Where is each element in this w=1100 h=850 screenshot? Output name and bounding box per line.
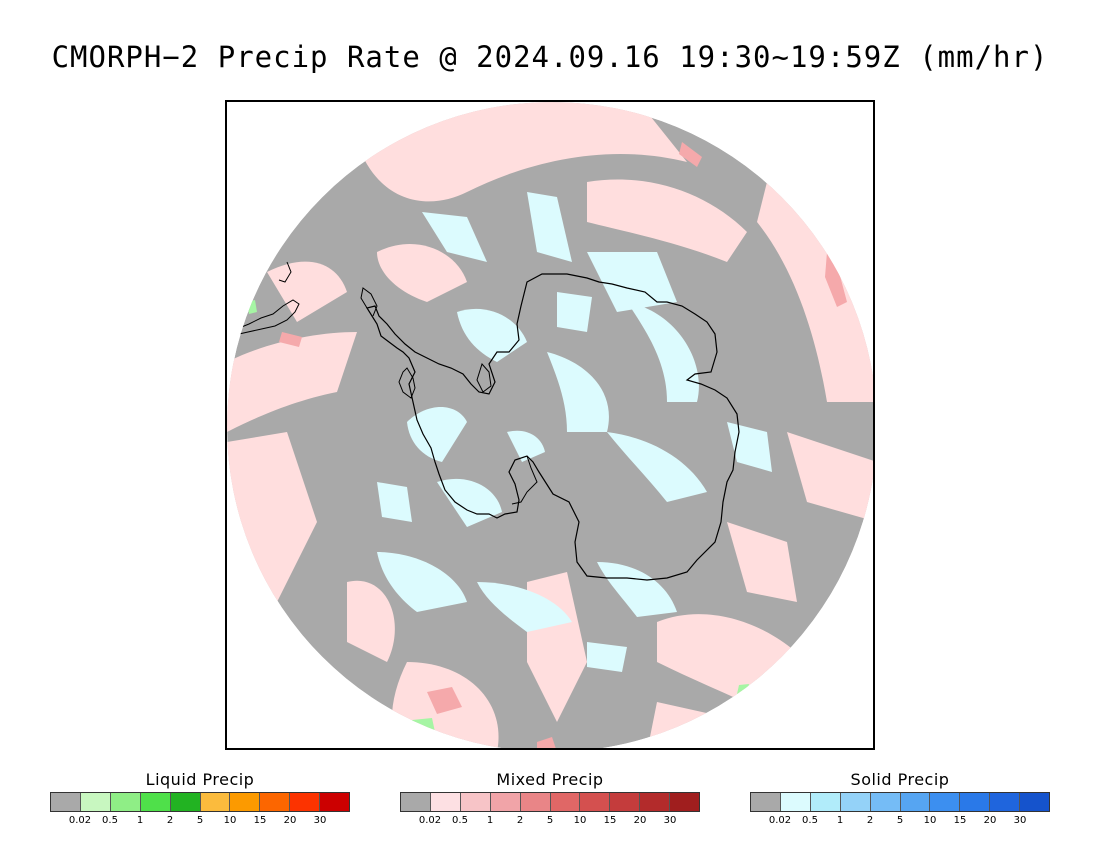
solid-legend-title: Solid Precip xyxy=(850,770,950,789)
chart-title: CMORPH−2 Precip Rate @ 2024.09.16 19:30~… xyxy=(51,40,1049,74)
legend-tick-label: 0.02 xyxy=(418,815,442,826)
solid-precip-areas xyxy=(377,192,772,672)
legend-tick-label: 30 xyxy=(1013,815,1027,826)
mixed-color-bar xyxy=(400,792,700,812)
legend-swatch xyxy=(840,793,871,811)
legend-tick-label: 10 xyxy=(223,815,237,826)
mixed-precip-legend: Mixed Precip 0.02 0.5 1 2 5 10 15 20 30 xyxy=(400,770,700,828)
legend-tick-label: 0.02 xyxy=(768,815,792,826)
legend-swatch xyxy=(200,793,231,811)
legend-swatch xyxy=(930,793,961,811)
legend-tick-label: 15 xyxy=(953,815,967,826)
legend-tick-label: 1 xyxy=(836,815,844,826)
solid-tick-labels: 0.02 0.5 1 2 5 10 15 20 30 xyxy=(750,812,1050,828)
legend-swatch xyxy=(520,793,551,811)
liquid-color-bar xyxy=(50,792,350,812)
legend-tick-label: 30 xyxy=(663,815,677,826)
legend-tick-label: 0.5 xyxy=(102,815,118,826)
legend-swatch xyxy=(810,793,841,811)
legend-swatch xyxy=(900,793,931,811)
liquid-precip-legend: Liquid Precip 0.02 0.5 1 2 5 10 15 20 30 xyxy=(50,770,350,828)
legend-tick-label: 20 xyxy=(983,815,997,826)
legend-tick-label: 2 xyxy=(166,815,174,826)
legend-tick-label: 0.5 xyxy=(802,815,818,826)
legend-tick-label: 1 xyxy=(486,815,494,826)
legend-swatch xyxy=(51,793,81,811)
legend-tick-label: 10 xyxy=(923,815,937,826)
legend-swatch xyxy=(670,793,700,811)
legend-swatch xyxy=(960,793,991,811)
legend-tick-label: 5 xyxy=(896,815,904,826)
legend-tick-label: 0.5 xyxy=(452,815,468,826)
mixed-tick-labels: 0.02 0.5 1 2 5 10 15 20 30 xyxy=(400,812,700,828)
legend-swatch xyxy=(290,793,321,811)
map-panel xyxy=(225,100,875,750)
legend-swatch xyxy=(170,793,201,811)
legend-swatch xyxy=(401,793,431,811)
legend-swatch xyxy=(230,793,261,811)
legend-tick-label: 1 xyxy=(136,815,144,826)
liquid-legend-title: Liquid Precip xyxy=(145,770,255,789)
legend-swatch xyxy=(1020,793,1050,811)
legend-swatch xyxy=(110,793,141,811)
legend-swatch xyxy=(780,793,811,811)
legend-tick-label: 15 xyxy=(253,815,267,826)
legend-swatch xyxy=(610,793,641,811)
legend-tick-label: 2 xyxy=(516,815,524,826)
legend-swatch xyxy=(320,793,350,811)
legend-tick-label: 15 xyxy=(603,815,617,826)
legend-tick-label: 5 xyxy=(196,815,204,826)
liquid-tick-labels: 0.02 0.5 1 2 5 10 15 20 30 xyxy=(50,812,350,828)
legend-swatch xyxy=(80,793,111,811)
south-america-tip-coast xyxy=(238,261,300,335)
legend-tick-label: 10 xyxy=(573,815,587,826)
legend-swatch xyxy=(751,793,781,811)
legend-swatch xyxy=(640,793,671,811)
legend-tick-label: 30 xyxy=(313,815,327,826)
legend-swatch xyxy=(580,793,611,811)
legend-tick-label: 20 xyxy=(283,815,297,826)
legend-swatch xyxy=(490,793,521,811)
legend-swatch xyxy=(550,793,581,811)
legend-swatch xyxy=(460,793,491,811)
legend-swatch xyxy=(870,793,901,811)
legend-tick-label: 0.02 xyxy=(68,815,92,826)
solid-color-bar xyxy=(750,792,1050,812)
legend-tick-label: 20 xyxy=(633,815,647,826)
precip-map xyxy=(227,102,873,748)
legend-swatch xyxy=(260,793,291,811)
antarctic-peninsula-coast xyxy=(360,287,492,399)
legend-swatch xyxy=(990,793,1021,811)
legend-tick-label: 2 xyxy=(866,815,874,826)
ross-ice-shelf-coast xyxy=(511,455,538,505)
legend-swatch xyxy=(140,793,171,811)
solid-precip-legend: Solid Precip 0.02 0.5 1 2 5 10 15 20 30 xyxy=(750,770,1050,828)
mixed-legend-title: Mixed Precip xyxy=(496,770,604,789)
mixed-precip-moderate xyxy=(279,142,847,748)
legend-tick-label: 5 xyxy=(546,815,554,826)
antarctica-coastline xyxy=(366,273,740,581)
legend-swatch xyxy=(430,793,461,811)
